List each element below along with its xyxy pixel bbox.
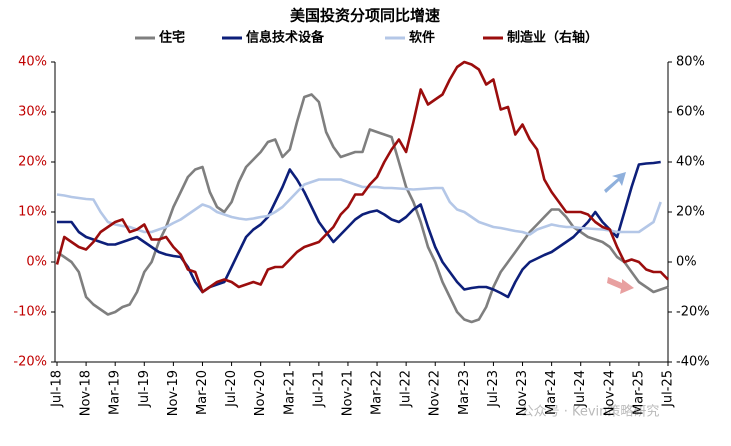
x-tick-label: Jul-21 xyxy=(311,370,326,408)
x-tick-label: Mar-23 xyxy=(457,370,472,415)
down-arrow xyxy=(607,277,634,294)
x-tick-label: Mar-19 xyxy=(108,370,123,415)
x-tick-label: Jul-19 xyxy=(137,370,152,408)
line-series xyxy=(56,178,662,236)
x-tick-label: Nov-19 xyxy=(166,370,181,416)
x-tick-label: Jul-22 xyxy=(399,370,414,408)
y2-tick-label: -20% xyxy=(676,305,710,320)
legend-label: 信息技术设备 xyxy=(246,30,325,46)
y2-tick-label: 20% xyxy=(676,205,705,220)
x-tick-label: Mar-22 xyxy=(370,370,385,415)
line-series xyxy=(55,60,669,294)
x-tick-label: Nov-22 xyxy=(428,370,443,416)
y-tick-label: -20% xyxy=(13,355,47,370)
legend-label: 制造业（右轴） xyxy=(507,30,598,46)
x-tick-label: Mar-24 xyxy=(544,370,559,415)
x-tick-label: Jul-25 xyxy=(661,370,676,408)
y2-tick-label: 40% xyxy=(676,155,705,170)
y2-tick-label: 0% xyxy=(676,255,697,270)
y-tick-label: 30% xyxy=(18,105,47,120)
y-tick-label: 20% xyxy=(18,155,47,170)
x-tick-label: Jul-23 xyxy=(486,370,501,408)
x-tick-label: Nov-24 xyxy=(602,370,617,416)
x-tick-label: Mar-21 xyxy=(282,370,297,415)
x-tick-label: Jul-18 xyxy=(50,370,65,408)
legend-label: 住宅 xyxy=(159,30,185,46)
y2-tick-label: 60% xyxy=(676,105,705,120)
x-tick-label: Jul-20 xyxy=(224,370,239,408)
x-tick-label: Nov-23 xyxy=(515,370,530,416)
x-tick-label: Nov-21 xyxy=(340,370,355,416)
legend-label: 软件 xyxy=(409,30,435,46)
x-tick-label: Mar-20 xyxy=(195,370,210,415)
line-series xyxy=(57,160,661,299)
line-series xyxy=(56,93,669,324)
x-tick-label: Nov-18 xyxy=(79,370,94,416)
watermark: 公众号 · Kevin策略研究 xyxy=(521,404,660,420)
y-tick-label: 0% xyxy=(26,255,47,270)
x-tick-label: Nov-20 xyxy=(253,370,268,416)
y-tick-label: 10% xyxy=(18,205,47,220)
x-tick-label: Mar-25 xyxy=(631,370,646,415)
chart-title: 美国投资分项同比增速 xyxy=(290,7,440,25)
y-tick-label: -10% xyxy=(13,305,47,320)
y2-tick-label: -40% xyxy=(676,355,710,370)
y2-tick-label: 80% xyxy=(676,55,705,70)
y-tick-label: 40% xyxy=(18,55,47,70)
up-arrow xyxy=(604,172,626,193)
x-tick-label: Jul-24 xyxy=(573,370,588,408)
